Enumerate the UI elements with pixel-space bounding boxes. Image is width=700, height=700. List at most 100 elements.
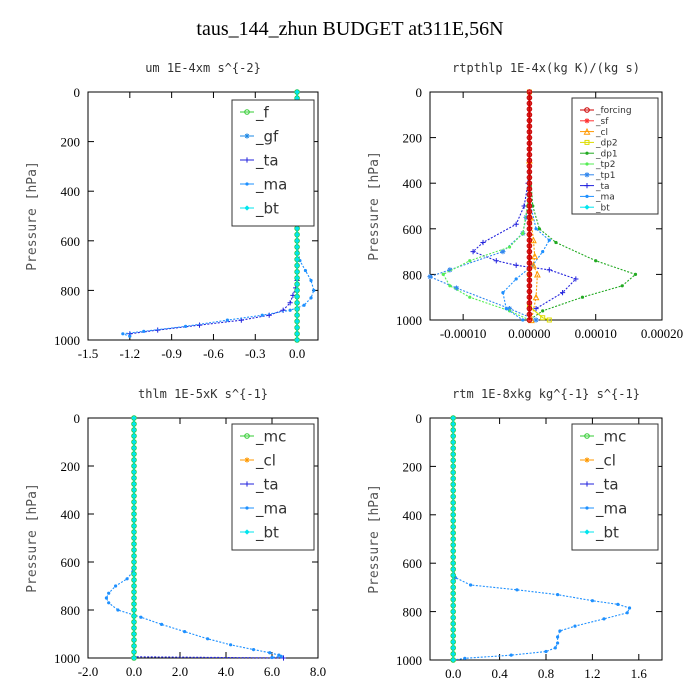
plot-title: rtm 1E-8xkg kg^{-1} s^{-1}	[452, 387, 640, 401]
data-point	[526, 300, 533, 306]
legend-entry: _tp1	[595, 171, 615, 181]
data-point	[590, 599, 595, 603]
legend-entry: _ta	[595, 182, 610, 192]
data-point	[131, 559, 137, 565]
x-tick-label: -1.5	[78, 346, 99, 361]
data-point	[573, 624, 577, 628]
y-tick-label: 800	[403, 267, 423, 282]
plot-um: um 1E-4xm s^{-2} Pressure [hPa] 0 200 400 600…	[25, 61, 319, 361]
series-line-ma	[452, 418, 631, 661]
data-point	[523, 214, 529, 220]
data-point	[450, 524, 456, 530]
data-point	[450, 657, 456, 663]
data-point	[266, 312, 272, 318]
legend-entry: _bt	[255, 199, 279, 218]
page-title: taus_144_zhun BUDGET at311E,56N	[196, 18, 504, 40]
data-point	[294, 312, 300, 318]
y-tick-label: 200	[403, 459, 423, 474]
y-tick-label: 600	[403, 556, 423, 571]
data-point	[131, 553, 137, 559]
data-point	[541, 309, 545, 313]
x-tick-label: -2.0	[78, 664, 99, 679]
data-point	[131, 511, 137, 517]
data-point	[526, 220, 533, 226]
data-point	[526, 231, 533, 238]
data-point	[131, 421, 137, 427]
data-point	[128, 334, 132, 338]
data-point	[450, 421, 456, 427]
series-line-tp2	[442, 160, 530, 321]
data-point	[104, 596, 108, 600]
legend: _mc _cl _ta _ma _bt	[571, 423, 659, 551]
legend-entry: _ta	[255, 475, 279, 494]
plot-title: rtpthlp 1E-4x(kg K)/(kg s)	[452, 61, 640, 75]
legend-entry: _forcing	[595, 106, 632, 116]
data-point	[526, 112, 533, 118]
data-point	[541, 250, 545, 254]
data-point	[294, 269, 300, 275]
plot-rtpthlp: rtpthlp 1E-4x(kg K)/(kg s) Pressure [hPa]…	[367, 61, 683, 341]
data-point	[450, 518, 456, 524]
data-point	[229, 643, 233, 647]
data-point	[252, 648, 256, 652]
data-point	[206, 637, 210, 641]
legend-marker-ta	[584, 183, 590, 189]
plot-frame	[429, 91, 663, 321]
data-point	[540, 315, 546, 321]
x-tick-label: -0.9	[161, 346, 182, 361]
data-point	[526, 260, 533, 266]
data-point	[526, 317, 533, 323]
x-tick-label: 0.0	[126, 664, 142, 679]
data-point	[294, 275, 300, 281]
legend-marker-bt	[584, 204, 590, 210]
x-tick-label: 1.6	[631, 666, 648, 681]
data-point	[521, 318, 525, 322]
data-point	[526, 94, 533, 101]
data-point	[450, 639, 456, 645]
legend-marker-ta	[244, 481, 250, 487]
data-point	[526, 294, 533, 301]
data-point	[526, 254, 533, 261]
data-point	[450, 488, 456, 494]
legend-entry: _mc	[595, 427, 626, 446]
y-tick-label: 800	[403, 605, 423, 620]
data-point	[553, 646, 557, 650]
y-axis-label: Pressure [hPa]	[25, 483, 40, 593]
y-tick-label: 1000	[396, 653, 422, 668]
data-point	[131, 583, 137, 589]
x-tick-label: 6.0	[264, 664, 280, 679]
legend-marker-ta	[584, 481, 590, 487]
data-point	[509, 653, 513, 657]
data-point	[294, 225, 300, 231]
plot-frame	[87, 417, 319, 659]
data-point	[526, 117, 533, 124]
data-point	[131, 529, 137, 535]
data-point	[526, 271, 533, 278]
data-point	[294, 287, 300, 293]
data-point	[526, 163, 533, 169]
data-point	[450, 596, 456, 603]
data-point	[450, 609, 456, 615]
y-tick-label: 0	[416, 85, 423, 100]
legend-entry: _ma	[255, 499, 287, 518]
x-tick-label: 0.0	[445, 666, 461, 681]
legend-entry: _gf	[255, 127, 279, 146]
data-point	[303, 268, 308, 273]
data-point	[450, 500, 456, 506]
legend-marker-bt	[244, 205, 250, 211]
data-point	[294, 263, 300, 269]
data-point	[450, 439, 456, 445]
data-point	[450, 494, 456, 500]
data-point	[616, 602, 620, 606]
data-point	[107, 591, 111, 595]
data-point	[602, 617, 606, 621]
data-point	[131, 433, 137, 439]
legend-entry: _ma	[595, 499, 627, 518]
data-point	[533, 270, 541, 278]
data-point	[513, 221, 519, 227]
x-tick-label: 0.0	[289, 346, 305, 361]
legend-entry: _bt	[255, 523, 279, 542]
data-point	[294, 318, 300, 324]
y-tick-label: 600	[61, 555, 81, 570]
data-point	[131, 541, 137, 547]
